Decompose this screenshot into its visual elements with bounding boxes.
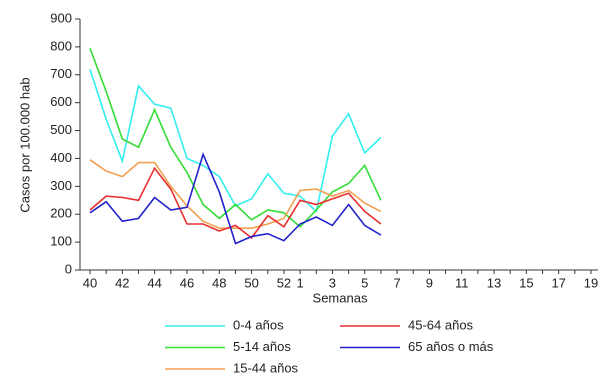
y-tick-label: 300 xyxy=(50,178,72,193)
x-tick-label: 1 xyxy=(296,275,303,290)
y-axis-label: Casos por 100.000 hab xyxy=(17,77,32,212)
x-tick-label: 52 xyxy=(277,275,291,290)
legend-label: 45-64 años xyxy=(408,317,474,332)
series-line xyxy=(89,159,382,229)
x-tick-label: 48 xyxy=(212,275,226,290)
x-tick-label: 44 xyxy=(147,275,161,290)
x-tick-label: 13 xyxy=(487,275,501,290)
series-line xyxy=(89,48,382,228)
x-tick-label: 3 xyxy=(329,275,336,290)
series-line xyxy=(89,151,382,245)
x-axis-label: Semanas xyxy=(313,290,368,305)
x-tick-label: 40 xyxy=(83,275,97,290)
y-tick-label: 100 xyxy=(50,234,72,249)
y-tick-label: 200 xyxy=(50,206,72,221)
y-tick-label: 400 xyxy=(50,150,72,165)
x-tick-label: 7 xyxy=(393,275,400,290)
x-tick-label: 11 xyxy=(455,275,469,290)
series-line xyxy=(89,166,382,240)
y-tick-label: 500 xyxy=(50,122,72,137)
legend-label: 0-4 años xyxy=(233,317,284,332)
legend-label: 65 años o más xyxy=(408,339,494,354)
x-tick-label: 19 xyxy=(584,275,598,290)
y-tick-label: 800 xyxy=(50,38,72,53)
legend-label: 15-44 años xyxy=(233,360,299,375)
series-line xyxy=(89,68,382,213)
x-tick-label: 46 xyxy=(180,275,194,290)
legend-label: 5-14 años xyxy=(233,339,291,354)
y-tick-label: 0 xyxy=(65,261,72,276)
x-tick-label: 9 xyxy=(426,275,433,290)
x-tick-label: 50 xyxy=(244,275,258,290)
x-tick-label: 15 xyxy=(519,275,533,290)
y-tick-label: 600 xyxy=(50,94,72,109)
y-tick-label: 900 xyxy=(50,10,72,25)
x-tick-label: 17 xyxy=(551,275,565,290)
x-tick-label: 42 xyxy=(115,275,129,290)
y-tick-label: 700 xyxy=(50,66,72,81)
x-tick-label: 5 xyxy=(361,275,368,290)
